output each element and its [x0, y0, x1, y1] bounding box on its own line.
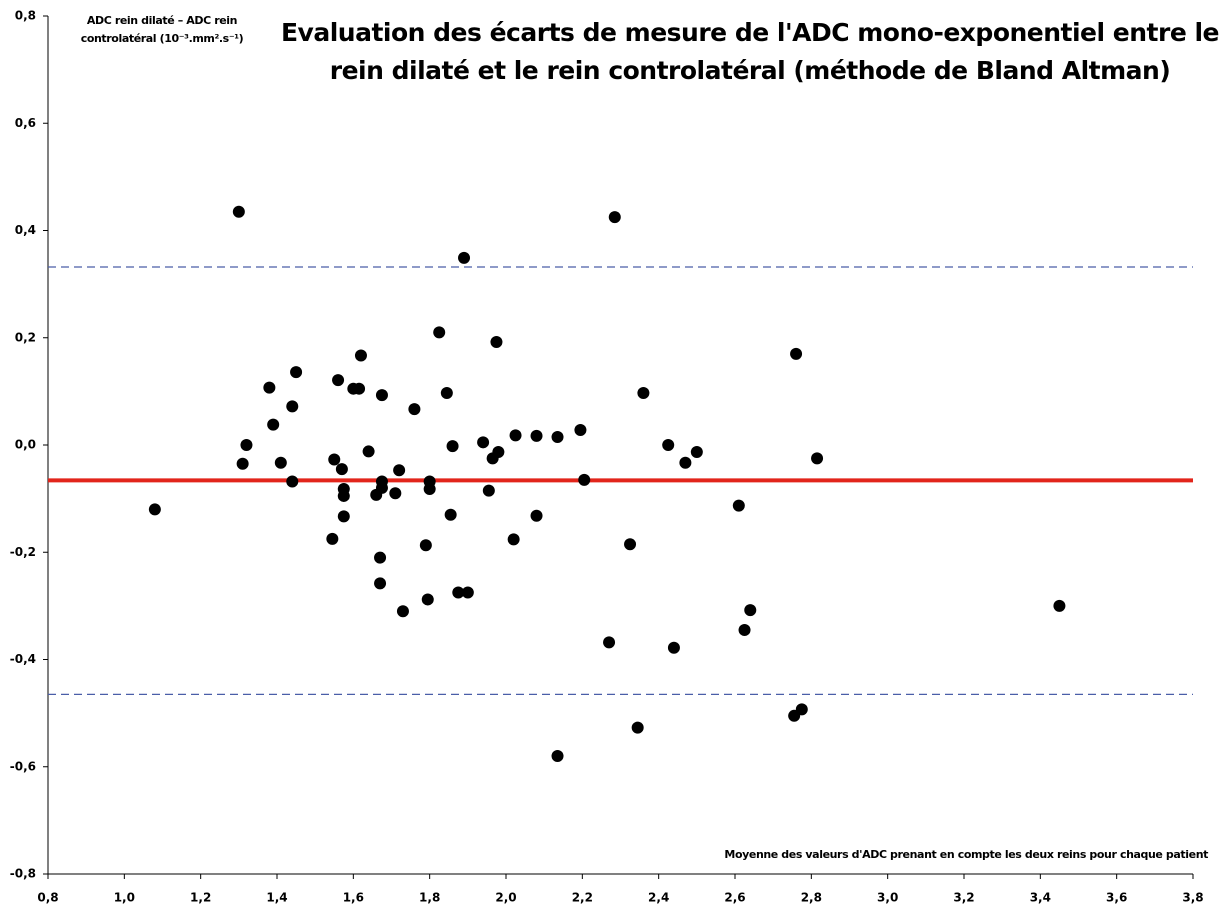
point	[738, 624, 751, 637]
point	[507, 533, 520, 546]
point	[337, 510, 350, 523]
point	[631, 721, 644, 734]
point	[444, 508, 457, 521]
x-tick-label: 3,4	[1030, 891, 1051, 905]
chart-title: Evaluation des écarts de mesure de l'ADC…	[280, 18, 1220, 85]
point	[286, 475, 299, 488]
x-tick-label: 2,2	[572, 891, 593, 905]
point	[530, 429, 543, 442]
point	[624, 538, 637, 551]
point	[551, 750, 564, 763]
y-tick-label: -0,2	[10, 545, 36, 559]
point	[236, 457, 249, 470]
point	[362, 445, 375, 458]
point	[1053, 599, 1066, 612]
point	[393, 464, 406, 477]
point	[530, 509, 543, 522]
point	[274, 456, 287, 469]
y-tick-label: -0,8	[10, 867, 36, 881]
point	[354, 349, 367, 362]
y-tick-label: -0,6	[10, 759, 36, 773]
point	[389, 487, 402, 500]
point	[811, 452, 824, 465]
point	[286, 400, 299, 413]
y-axis-label: ADC rein dilaté – ADC rein controlatéral…	[80, 14, 244, 45]
point	[408, 403, 421, 416]
y-tick-label: 0,6	[15, 116, 36, 130]
point	[232, 205, 245, 218]
point	[353, 382, 366, 395]
x-tick-label: 3,0	[877, 891, 898, 905]
point	[396, 605, 409, 618]
point	[492, 445, 505, 458]
x-tick-label: 3,8	[1182, 891, 1203, 905]
point	[240, 439, 253, 451]
point	[603, 636, 616, 649]
y-tick-label: 0,0	[15, 438, 36, 452]
point	[551, 430, 564, 443]
point	[374, 551, 387, 564]
point	[732, 499, 745, 512]
point	[679, 456, 692, 469]
point	[328, 453, 341, 466]
x-tick-label: 2,6	[724, 891, 745, 905]
x-tick-label: 1,0	[114, 891, 135, 905]
point	[332, 374, 345, 387]
x-tick-label: 1,2	[190, 891, 211, 905]
point	[482, 484, 495, 497]
point	[423, 482, 436, 495]
point	[440, 386, 453, 399]
point	[433, 326, 446, 339]
point	[608, 211, 621, 224]
x-tick-label: 3,6	[1106, 891, 1127, 905]
x-tick-label: 3,2	[953, 891, 974, 905]
point	[375, 389, 388, 402]
y-tick-label: 0,4	[15, 223, 36, 237]
point	[490, 336, 503, 349]
point	[446, 440, 459, 453]
point	[267, 418, 280, 431]
point	[263, 381, 276, 394]
x-tick-label: 1,6	[343, 891, 364, 905]
point	[419, 539, 432, 552]
point	[578, 473, 591, 486]
point	[375, 481, 388, 494]
x-tick-label: 2,8	[801, 891, 822, 905]
point	[667, 641, 680, 654]
point	[335, 463, 348, 476]
point	[690, 445, 703, 458]
point	[795, 703, 808, 716]
x-tick-label: 2,0	[495, 891, 516, 905]
point	[452, 586, 465, 599]
point	[458, 251, 471, 264]
point	[461, 586, 474, 599]
point	[477, 436, 490, 449]
point	[790, 347, 803, 360]
point	[290, 366, 303, 379]
x-tick-label: 1,4	[266, 891, 287, 905]
y-tick-label: -0,4	[10, 652, 36, 666]
point	[326, 532, 339, 545]
point	[637, 386, 650, 399]
point	[509, 429, 522, 442]
point	[744, 604, 757, 617]
x-axis-label: Moyenne des valeurs d'ADC prenant en com…	[724, 848, 1208, 861]
x-tick-label: 1,8	[419, 891, 440, 905]
point	[421, 593, 434, 606]
point	[662, 439, 675, 451]
point	[574, 423, 587, 436]
y-tick-label: 0,2	[15, 330, 36, 344]
x-tick-label: 2,4	[648, 891, 669, 905]
point	[374, 577, 387, 590]
x-tick-label: 0,8	[37, 891, 58, 905]
point	[337, 489, 350, 502]
y-tick-label: 0,8	[15, 9, 36, 23]
point	[148, 503, 161, 516]
